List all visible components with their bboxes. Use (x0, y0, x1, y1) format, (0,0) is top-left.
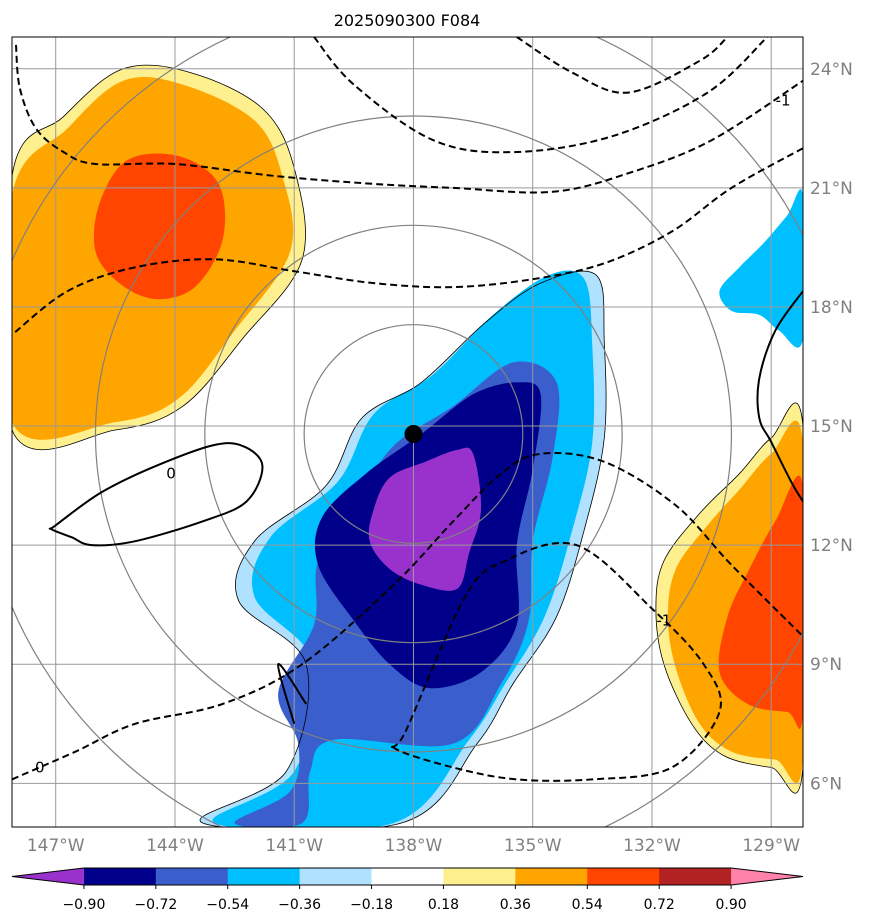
colorbar-tick-label: −0.18 (350, 897, 393, 913)
colorbar-tick-label: 0.36 (500, 897, 531, 913)
colorbar-tick-label: −0.54 (206, 897, 249, 913)
contour-line (756, 290, 803, 503)
map-plot-area: -1 -1 0 0 (12, 37, 803, 827)
contour-line (389, 541, 722, 782)
anomaly-se-0.54 (718, 475, 803, 729)
lon-tick-label: 129°W (742, 836, 800, 856)
gridlines (12, 37, 803, 827)
colorbar-tick-label: −0.90 (62, 897, 105, 913)
range-ring (303, 324, 524, 544)
colorbar-tick-label: 0.54 (572, 897, 603, 913)
anomaly-main-outline (199, 270, 607, 827)
lat-tick-label: 6°N (810, 774, 842, 794)
contour-line (313, 37, 768, 154)
lon-tick-label: 147°W (27, 836, 85, 856)
lon-tick-label: 135°W (504, 836, 562, 856)
filled-anomaly-layer (12, 64, 803, 827)
range-ring (94, 115, 733, 753)
storm-center-marker (404, 424, 423, 443)
lat-tick-label: 24°N (810, 60, 853, 80)
colorbar-segment (227, 868, 301, 885)
contour-line (48, 442, 264, 547)
contour-label: 0 (166, 465, 176, 483)
latitude-tick-labels: 6°N 9°N 12°N 15°N 18°N 21°N 24°N (810, 60, 853, 795)
colorbar-segment (299, 868, 373, 885)
contour-line (15, 44, 803, 194)
colorbar-segment (587, 868, 660, 885)
chart-title: 2025090300 F084 (334, 11, 481, 30)
contour-label: -1 (656, 612, 671, 630)
colorbar-tick-label: −0.72 (134, 897, 177, 913)
contour-label: 0 (35, 758, 45, 776)
contour-line (12, 147, 803, 336)
colorbar (11, 867, 804, 886)
colorbar-tick-label: 0.72 (644, 897, 675, 913)
map-frame (11, 36, 804, 828)
lon-tick-label: 141°W (265, 836, 323, 856)
contour-lines (12, 37, 803, 782)
lat-tick-label: 15°N (810, 417, 853, 437)
range-ring (204, 224, 623, 644)
colorbar-tick-label: 0.90 (716, 897, 747, 913)
colorbar-extend-min (12, 868, 84, 885)
colorbar-tick-label: 0.18 (428, 897, 459, 913)
longitude-tick-labels: 147°W 144°W 141°W 138°W 135°W 132°W 129°W (27, 836, 800, 856)
colorbar-segment (659, 868, 732, 885)
contour-line (516, 37, 729, 94)
colorbar-segment (515, 868, 588, 885)
contour-labels: -1 -1 0 0 (35, 92, 791, 777)
colorbar-segment (443, 868, 516, 885)
lon-tick-label: 144°W (146, 836, 204, 856)
colorbar-segment (155, 868, 229, 885)
contour-line (277, 663, 307, 725)
colorbar-tick-label: −0.36 (278, 897, 321, 913)
colorbar-segment (371, 868, 444, 885)
anomaly-nw-0.54 (93, 153, 226, 300)
lon-tick-label: 132°W (623, 836, 681, 856)
range-rings (12, 37, 803, 827)
lon-tick-label: 138°W (385, 836, 443, 856)
anomaly-ne-neg (719, 189, 803, 348)
lat-tick-label: 18°N (810, 298, 853, 318)
anomaly-main-m0.90 (368, 447, 482, 591)
lat-tick-label: 9°N (810, 655, 842, 675)
lat-tick-label: 21°N (810, 179, 853, 199)
colorbar-extend-max (731, 868, 803, 885)
colorbar-tick-labels: −0.90 −0.72 −0.54 −0.36 −0.18 0.18 0.36 0.54 0.7… (62, 885, 747, 913)
marker-layer (404, 424, 423, 443)
contour-label: -1 (776, 92, 791, 110)
lat-tick-label: 12°N (810, 536, 853, 556)
contour-line (12, 452, 803, 781)
colorbar-segment (83, 868, 157, 885)
